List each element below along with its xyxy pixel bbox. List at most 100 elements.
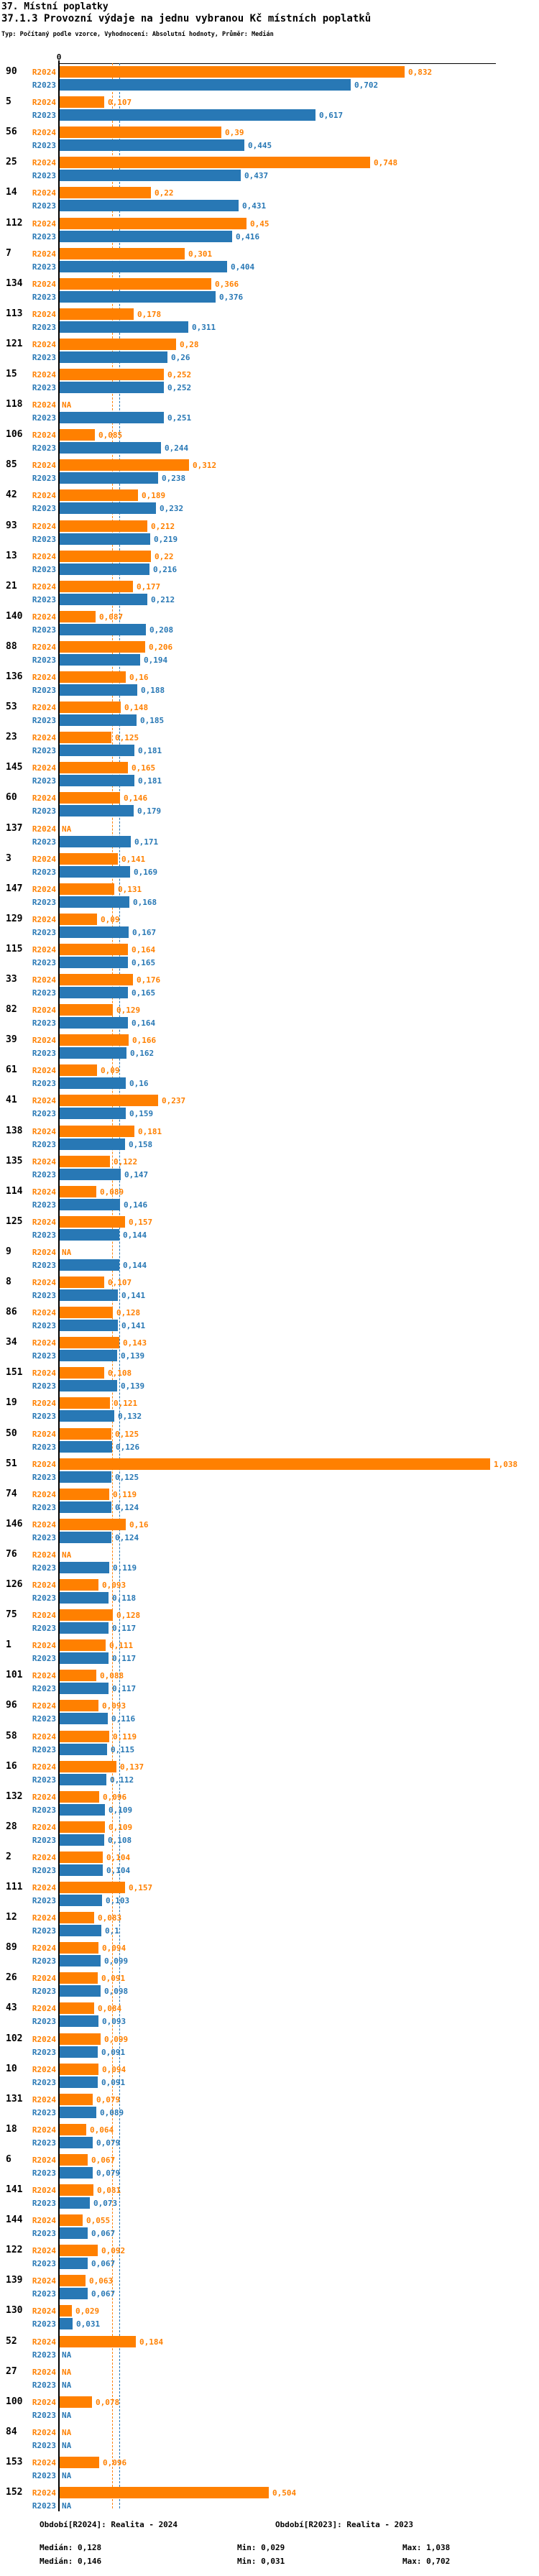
bar-r2024 — [60, 2245, 98, 2256]
value-label-r2023: 0,124 — [115, 1533, 139, 1542]
entity-id-label: 84 — [6, 2426, 17, 2437]
entity-id-label: 131 — [6, 2094, 23, 2104]
series-label-r2024: R2024 — [32, 1913, 56, 1923]
value-label-r2023: 0,141 — [121, 1291, 146, 1300]
value-label-r2024: 0,092 — [101, 2246, 126, 2255]
series-label-r2023: R2023 — [32, 383, 56, 392]
bar-r2023 — [60, 1350, 117, 1361]
value-label-r2024: NA — [62, 2428, 72, 2437]
bar-r2023 — [60, 775, 134, 786]
value-label-r2023: 0,118 — [112, 1593, 137, 1603]
series-label-r2023: R2023 — [32, 1987, 56, 1996]
value-label-r2023: 0,103 — [106, 1896, 130, 1905]
entity-id-label: 58 — [6, 1731, 17, 1742]
series-label-r2023: R2023 — [32, 1684, 56, 1693]
bar-r2024 — [60, 126, 221, 138]
value-label-r2024: 0,137 — [120, 1762, 144, 1772]
value-label-r2023: 0,1 — [105, 1926, 119, 1936]
value-label-r2024: 0,09 — [101, 1066, 120, 1075]
series-label-r2024: R2024 — [32, 612, 56, 622]
bar-r2024 — [60, 489, 138, 501]
value-label-r2024: 0,119 — [113, 1732, 137, 1742]
value-label-r2024: 0,16 — [129, 1520, 149, 1530]
value-label-r2023: 0,212 — [151, 595, 175, 604]
bar-r2023 — [60, 836, 131, 847]
bar-r2023 — [60, 624, 146, 635]
value-label-r2024: NA — [62, 2368, 72, 2377]
value-label-r2023: NA — [62, 2501, 72, 2511]
bar-r2023 — [60, 1108, 126, 1119]
value-label-r2024: 0,28 — [180, 340, 199, 349]
value-label-r2023: 0,117 — [112, 1684, 137, 1693]
value-label-r2024: 0,125 — [115, 733, 139, 742]
entity-id-label: 139 — [6, 2275, 23, 2286]
entity-id-label: 2 — [6, 1852, 11, 1862]
bar-r2024 — [60, 278, 211, 290]
value-label-r2023: 0,26 — [171, 353, 190, 362]
entity-id-label: 135 — [6, 1156, 23, 1167]
entity-id-label: 56 — [6, 126, 17, 137]
bar-r2024 — [60, 1912, 94, 1923]
series-label-r2024: R2024 — [32, 461, 56, 470]
bar-r2024 — [60, 1942, 98, 1954]
bar-r2023 — [60, 1895, 102, 1906]
series-label-r2024: R2024 — [32, 1187, 56, 1197]
bar-r2023 — [60, 1804, 105, 1816]
entity-id-label: 23 — [6, 732, 17, 742]
value-label-r2024: 0,252 — [167, 370, 192, 380]
value-label-r2023: 0,091 — [101, 2078, 126, 2087]
entity-id-label: 15 — [6, 369, 17, 380]
entity-id-label: 18 — [6, 2124, 17, 2135]
value-label-r2023: 0,437 — [244, 171, 269, 180]
bar-r2023 — [60, 594, 147, 605]
value-label-r2023: 0,232 — [160, 504, 184, 513]
series-label-r2024: R2024 — [32, 2368, 56, 2377]
bar-r2023 — [60, 2076, 98, 2088]
axis-top-line — [59, 63, 496, 64]
bar-r2024 — [60, 459, 189, 471]
bar-r2024 — [60, 1519, 126, 1530]
bar-r2023 — [60, 684, 137, 696]
value-label-r2024: 0,39 — [225, 128, 244, 137]
bar-r2023 — [60, 926, 129, 938]
entity-id-label: 112 — [6, 218, 23, 229]
bar-r2023 — [60, 231, 232, 242]
axis-zero-tick-label: 0 — [56, 52, 62, 62]
value-label-r2023: 0,132 — [118, 1412, 142, 1421]
value-label-r2023: 0,117 — [112, 1654, 137, 1663]
bar-r2024 — [60, 1216, 125, 1228]
series-label-r2024: R2024 — [32, 2125, 56, 2135]
bar-r2023 — [60, 1259, 119, 1271]
entity-id-label: 8 — [6, 1276, 11, 1287]
value-label-r2023: 0,169 — [134, 868, 158, 877]
entity-id-label: 33 — [6, 974, 17, 985]
series-label-r2023: R2023 — [32, 1866, 56, 1875]
value-label-r2023: 0,238 — [162, 474, 186, 483]
value-label-r2023: 0,112 — [110, 1775, 134, 1785]
value-label-r2024: 0,181 — [138, 1127, 162, 1136]
entity-id-label: 153 — [6, 2457, 23, 2467]
series-label-r2023: R2023 — [32, 958, 56, 967]
median-line-r2024 — [111, 63, 113, 2508]
series-label-r2023: R2023 — [32, 1836, 56, 1845]
value-label-r2024: 0,087 — [99, 612, 124, 622]
value-label-r2024: 0,089 — [100, 1187, 124, 1197]
value-label-r2023: 0,144 — [123, 1230, 147, 1240]
series-label-r2024: R2024 — [32, 582, 56, 592]
value-label-r2024: 0,148 — [124, 703, 149, 712]
bar-r2024 — [60, 1156, 110, 1167]
series-label-r2023: R2023 — [32, 2441, 56, 2450]
value-label-r2024: 0,122 — [114, 1157, 138, 1167]
bar-r2023 — [60, 412, 164, 423]
series-label-r2023: R2023 — [32, 2471, 56, 2480]
value-label-r2024: 0,083 — [98, 1913, 122, 1923]
entity-id-label: 89 — [6, 1942, 17, 1953]
value-label-r2024: 0,099 — [104, 2035, 129, 2044]
bar-r2024 — [60, 641, 145, 653]
value-label-r2023: 0,067 — [91, 2259, 116, 2268]
series-label-r2024: R2024 — [32, 219, 56, 229]
series-label-r2023: R2023 — [32, 1170, 56, 1179]
entity-id-label: 12 — [6, 1912, 17, 1923]
value-label-r2024: 0,084 — [98, 2004, 122, 2013]
value-label-r2024: NA — [62, 1550, 72, 1560]
